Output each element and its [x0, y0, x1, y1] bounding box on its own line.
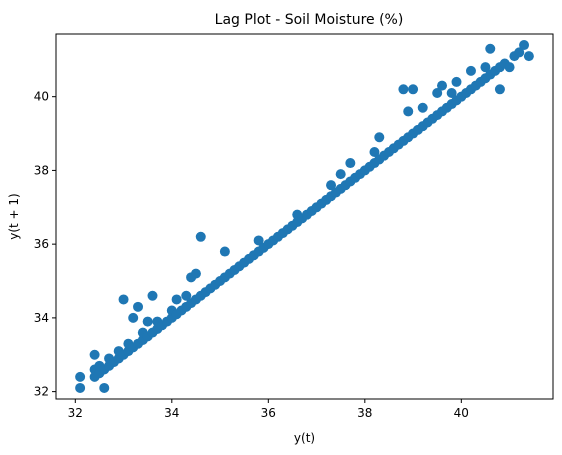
scatter-point [171, 294, 182, 305]
y-tick-label: 32 [34, 385, 49, 399]
scatter-point [446, 87, 457, 98]
scatter-point [195, 231, 206, 242]
scatter-point [374, 132, 385, 143]
scatter-point [142, 316, 153, 327]
scatter-point [519, 40, 530, 51]
scatter-point [369, 146, 380, 157]
scatter-point [403, 106, 414, 117]
scatter-point [432, 87, 443, 98]
scatter-point [219, 246, 230, 257]
y-tick-label: 40 [34, 90, 49, 104]
scatter-point [147, 290, 158, 301]
y-axis-ticks: 32 34 36 38 40 [34, 90, 56, 399]
y-axis-label: y(t + 1) [7, 193, 21, 240]
scatter-point [485, 43, 496, 54]
scatter-point [75, 382, 86, 393]
scatter-point [451, 76, 462, 87]
scatter-point [326, 180, 337, 191]
scatter-point [335, 169, 346, 180]
x-tick-label: 40 [454, 406, 469, 420]
scatter-point [523, 51, 534, 62]
chart-title: Lag Plot - Soil Moisture (%) [215, 12, 404, 28]
scatter-point [465, 65, 476, 76]
scatter-point [408, 84, 419, 95]
y-tick-label: 36 [34, 237, 49, 251]
scatter-point [128, 312, 139, 323]
scatter-point [504, 62, 515, 73]
scatter-point [514, 47, 525, 58]
scatter-point [417, 102, 428, 113]
scatter-point [345, 158, 356, 169]
scatter-point [190, 268, 201, 279]
x-tick-label: 34 [164, 406, 179, 420]
scatter-point [480, 62, 491, 73]
scatter-point [118, 294, 129, 305]
scatter-point [99, 382, 110, 393]
scatter-point [75, 371, 86, 382]
x-tick-label: 32 [68, 406, 83, 420]
plot-area-frame [55, 33, 554, 400]
scatter-points [75, 40, 534, 393]
scatter-point [398, 84, 409, 95]
scatter-point [253, 235, 264, 246]
x-axis-label: y(t) [294, 431, 315, 445]
x-axis-ticks: 32 34 36 38 40 [68, 399, 469, 420]
scatter-point [89, 349, 100, 360]
y-tick-label: 34 [34, 311, 49, 325]
scatter-point [494, 84, 505, 95]
scatter-point [181, 290, 192, 301]
scatter-point [437, 80, 448, 91]
x-tick-label: 38 [357, 406, 372, 420]
scatter-point [133, 301, 144, 312]
y-tick-label: 38 [34, 163, 49, 177]
x-tick-label: 36 [261, 406, 276, 420]
